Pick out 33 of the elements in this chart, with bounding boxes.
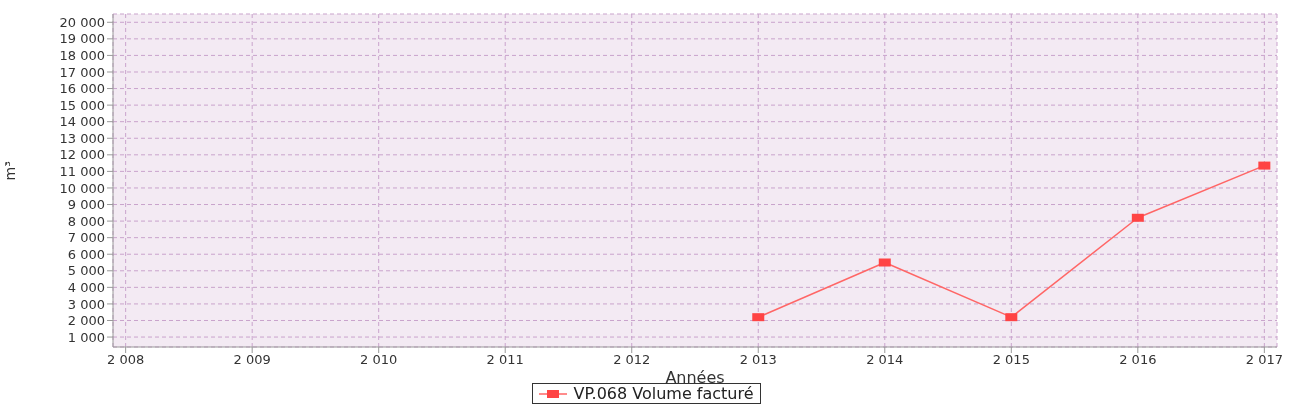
y-tick-label: 11 000	[59, 164, 105, 179]
legend-label: VP.068 Volume facturé	[573, 384, 754, 403]
x-tick-label: 2 009	[233, 352, 271, 368]
x-tick-label: 2 012	[613, 352, 651, 368]
x-tick-label: 2 017	[1245, 352, 1283, 368]
y-tick-label: 17 000	[59, 64, 105, 80]
x-tick-label: 2 015	[992, 352, 1030, 368]
x-tick-label: 2 014	[866, 352, 904, 368]
y-tick-label: 12 000	[59, 147, 105, 163]
y-tick-label: 8 000	[67, 213, 105, 229]
y-tick-label: 20 000	[59, 14, 105, 30]
y-tick-label: 14 000	[59, 114, 105, 130]
y-tick-label: 9 000	[67, 197, 105, 213]
x-axis-title: Années	[665, 368, 725, 387]
x-tick-label: 2 011	[486, 352, 524, 368]
x-tick-label: 2 008	[107, 352, 145, 368]
y-tick-label: 15 000	[59, 97, 105, 113]
x-tick-label: 2 016	[1119, 352, 1157, 368]
y-tick-label: 19 000	[59, 31, 105, 47]
y-tick-label: 18 000	[59, 48, 105, 64]
y-tick-label: 4 000	[67, 279, 105, 295]
y-tick-label: 1 000	[67, 329, 105, 345]
x-tick-label: 2 013	[739, 352, 777, 368]
y-tick-label: 2 000	[67, 313, 105, 329]
y-tick-label: 5 000	[67, 263, 105, 279]
x-tick-label: 2 010	[360, 352, 398, 368]
y-tick-label: 6 000	[67, 246, 105, 262]
y-tick-label: 7 000	[67, 230, 105, 246]
y-tick-label: 10 000	[59, 180, 105, 196]
y-axis-title: m³	[1, 161, 18, 181]
y-tick-label: 3 000	[67, 296, 105, 312]
y-tick-label: 13 000	[59, 130, 105, 146]
y-tick-label: 16 000	[59, 81, 105, 97]
